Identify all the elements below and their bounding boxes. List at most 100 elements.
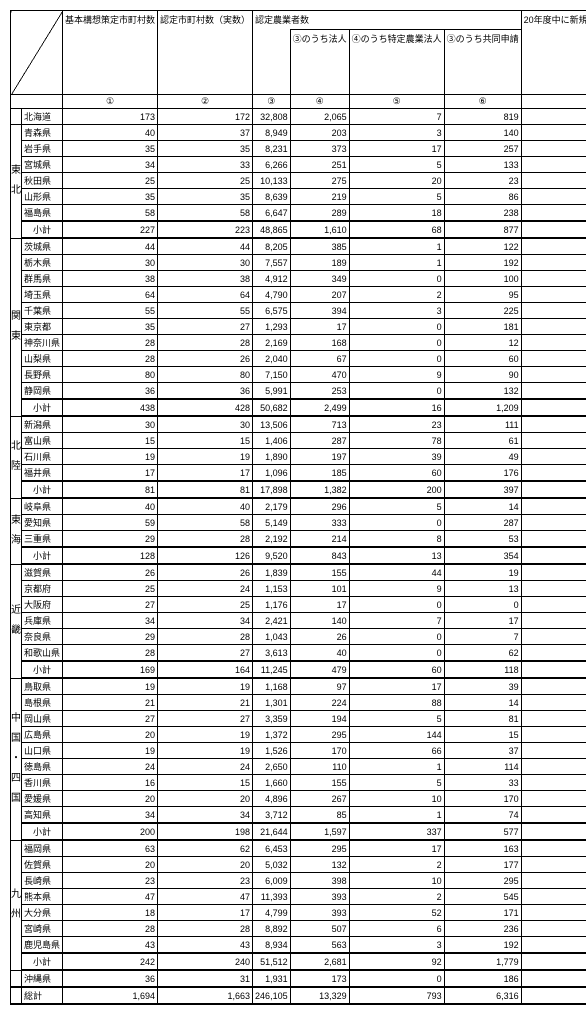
data-cell: 373 — [521, 303, 586, 319]
prefecture-name: 大阪府 — [22, 597, 63, 613]
header-num-2: ② — [158, 95, 253, 109]
prefecture-name: 徳島県 — [22, 759, 63, 775]
data-cell: 164 — [158, 661, 253, 678]
data-cell: 243 — [521, 873, 586, 889]
data-cell: 26 — [158, 564, 253, 581]
data-cell: 80 — [158, 367, 253, 383]
region-label: 東海 — [11, 498, 22, 564]
data-cell: 88 — [349, 695, 444, 711]
data-cell: 0 — [349, 645, 444, 662]
data-cell: 27 — [158, 645, 253, 662]
data-cell: 295 — [290, 727, 349, 743]
data-cell: 200 — [63, 823, 158, 840]
table-row: 香川県16151,66015553389 — [11, 775, 586, 791]
data-cell: 20 — [63, 857, 158, 873]
data-cell: 34 — [158, 613, 253, 629]
data-cell: 1,779 — [444, 953, 521, 970]
data-cell: 1,382 — [290, 481, 349, 498]
data-cell: 16 — [349, 399, 444, 416]
data-cell: 39 — [349, 449, 444, 465]
data-cell: 275 — [290, 173, 349, 189]
data-cell: 222 — [521, 287, 586, 303]
data-cell: 74 — [444, 807, 521, 824]
data-cell: 27 — [63, 711, 158, 727]
data-cell: 39 — [444, 678, 521, 695]
data-cell: 5 — [349, 189, 444, 205]
data-cell: 26 — [63, 564, 158, 581]
data-cell: 93 — [521, 335, 586, 351]
data-cell: 225 — [444, 303, 521, 319]
data-cell: 1,890 — [253, 449, 291, 465]
prefecture-name: 福岡県 — [22, 840, 63, 857]
data-cell: 370 — [521, 515, 586, 531]
data-cell: 23 — [444, 173, 521, 189]
data-cell: 28 — [63, 351, 158, 367]
data-cell: 1,367 — [521, 823, 586, 840]
table-row: 小計24224051,5122,681921,7792,229 — [11, 953, 586, 970]
data-cell: 0 — [349, 319, 444, 335]
region-label: 九州 — [11, 840, 22, 970]
prefecture-name: 新潟県 — [22, 416, 63, 433]
data-cell: 81 — [63, 481, 158, 498]
data-cell: 13 — [444, 581, 521, 597]
table-row: 岩手県35358,23137317257420 — [11, 141, 586, 157]
data-cell: 295 — [290, 840, 349, 857]
data-cell: 8,639 — [253, 189, 291, 205]
data-cell: 43 — [63, 937, 158, 954]
data-cell: 86 — [444, 189, 521, 205]
data-cell: 60 — [444, 351, 521, 367]
data-cell: 2,499 — [290, 399, 349, 416]
prefecture-name: 島根県 — [22, 695, 63, 711]
data-cell: 2,065 — [290, 109, 349, 125]
data-cell: 2 — [349, 287, 444, 303]
data-cell: 10,133 — [253, 173, 291, 189]
data-cell: 397 — [444, 481, 521, 498]
data-cell: 2,091 — [521, 416, 586, 433]
header-num-4: ④ — [290, 95, 349, 109]
data-cell: 36 — [63, 970, 158, 987]
data-cell: 1 — [349, 807, 444, 824]
data-cell: 16 — [63, 775, 158, 791]
data-cell: 1,103 — [521, 109, 586, 125]
data-cell: 1,660 — [253, 775, 291, 791]
prefecture-name: 岩手県 — [22, 141, 63, 157]
data-cell: 2,192 — [253, 531, 291, 548]
data-cell: 132 — [444, 383, 521, 400]
data-cell: 34 — [63, 613, 158, 629]
data-cell: 3,712 — [253, 807, 291, 824]
data-cell: 17 — [290, 597, 349, 613]
data-cell: 236 — [444, 921, 521, 937]
data-cell: 106 — [521, 433, 586, 449]
data-cell: 1,168 — [253, 678, 291, 695]
data-cell: 59 — [63, 515, 158, 531]
header-col-6: ③のうち共同申請 — [444, 30, 521, 95]
data-cell: 793 — [349, 987, 444, 1004]
data-cell: 257 — [444, 141, 521, 157]
table-row: 小計16916411,24547960118695 — [11, 661, 586, 678]
data-cell: 26 — [290, 629, 349, 645]
data-cell: 21 — [158, 695, 253, 711]
data-cell: 38 — [63, 271, 158, 287]
table-row: 九州福岡県63626,45329517163207 — [11, 840, 586, 857]
table-row: 小計43842850,6822,499161,2092,540 — [11, 399, 586, 416]
data-cell: 5,149 — [253, 515, 291, 531]
data-cell: 20 — [158, 857, 253, 873]
region-label — [11, 109, 22, 125]
data-cell: 28 — [158, 531, 253, 548]
table-row: 熊本県474711,3933932545516 — [11, 889, 586, 905]
data-cell: 189 — [521, 759, 586, 775]
data-cell: 877 — [444, 221, 521, 238]
data-cell: 173 — [63, 109, 158, 125]
data-cell: 295 — [444, 873, 521, 889]
data-cell: 386 — [521, 791, 586, 807]
data-cell: 713 — [290, 416, 349, 433]
data-cell: 7 — [349, 109, 444, 125]
data-cell: 197 — [290, 449, 349, 465]
data-cell: 79 — [521, 695, 586, 711]
header-num-6: ⑥ — [444, 95, 521, 109]
data-cell: 198 — [158, 823, 253, 840]
data-cell: 1,663 — [158, 987, 253, 1004]
data-cell: 189 — [290, 255, 349, 271]
region-label: 中国・四国 — [11, 678, 22, 840]
data-cell: 81 — [444, 711, 521, 727]
